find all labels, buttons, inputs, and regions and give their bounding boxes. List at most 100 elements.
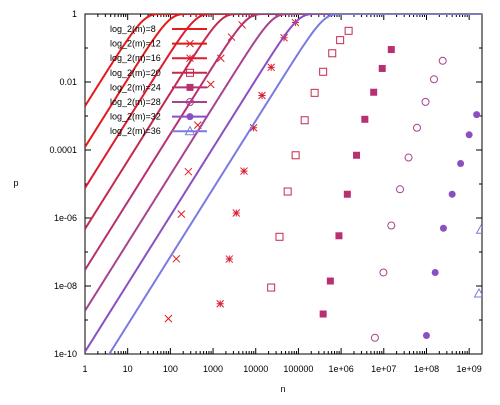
legend-label: log_2(m)=20 (110, 68, 161, 78)
data-point (343, 190, 351, 198)
data-point (457, 160, 465, 168)
x-tick-label: 1e+08 (414, 364, 439, 374)
data-point (232, 209, 241, 217)
series-24 (85, 14, 482, 318)
data-point (184, 167, 193, 176)
series-line (85, 14, 482, 353)
x-tick-label: 1000 (203, 364, 223, 374)
x-tick-label: 1e+07 (371, 364, 396, 374)
series-32 (85, 14, 482, 353)
x-tick-label: 10 (123, 364, 133, 374)
x-tick-label: 1e+09 (457, 364, 482, 374)
data-point (186, 83, 194, 91)
data-point (164, 314, 173, 323)
data-point (378, 64, 386, 72)
data-point (438, 56, 447, 65)
data-point (370, 88, 378, 96)
data-point (336, 36, 345, 45)
legend-label: log_2(m)=16 (110, 53, 161, 63)
legend-label: log_2(m)=28 (110, 97, 161, 107)
legend-label: log_2(m)=36 (110, 126, 161, 136)
series-36 (108, 14, 482, 354)
data-point (258, 91, 266, 100)
data-point (473, 111, 481, 119)
data-point (310, 88, 319, 97)
y-axis-label: p (13, 178, 18, 188)
series-line (85, 14, 482, 271)
data-point (387, 221, 396, 230)
data-point (412, 123, 421, 132)
legend-label: log_2(m)=8 (110, 24, 156, 34)
data-point (404, 153, 413, 162)
data-point (353, 151, 361, 159)
data-point (240, 167, 248, 175)
x-tick-label: 10000 (243, 364, 268, 374)
series-line (85, 14, 482, 148)
data-point (421, 97, 430, 106)
series-line (85, 14, 482, 107)
data-point (422, 332, 430, 340)
data-point (319, 67, 328, 76)
y-tick-label: 0.0001 (49, 145, 77, 155)
y-axis: 1e-10 1e-08 1e-06 0.0001 0.01 1 (49, 9, 482, 359)
data-point (361, 115, 369, 123)
series-line (108, 14, 482, 354)
legend-label: log_2(m)=12 (110, 39, 161, 49)
data-point (326, 277, 334, 285)
data-point (379, 268, 388, 277)
data-point (319, 310, 327, 318)
data-point (439, 224, 447, 232)
series-20 (85, 14, 482, 292)
data-point (300, 116, 309, 125)
y-tick-label: 1e-08 (54, 281, 77, 291)
data-point (249, 123, 258, 132)
series-line (85, 14, 482, 312)
y-tick-label: 0.01 (59, 77, 77, 87)
y-tick-label: 1e-06 (54, 213, 77, 223)
plot-area (84, 13, 483, 355)
data-point (186, 113, 194, 121)
x-tick-label: 100 (163, 364, 178, 374)
data-point (186, 98, 194, 106)
series-28 (85, 14, 482, 342)
data-point (283, 187, 292, 196)
data-point (429, 75, 438, 84)
y-tick-label: 1 (72, 9, 77, 19)
data-point (186, 68, 194, 77)
data-point (291, 151, 300, 160)
data-point (370, 333, 379, 342)
data-point (177, 210, 186, 218)
data-point (475, 224, 482, 234)
data-point (216, 299, 225, 308)
x-tick-label: 100000 (283, 364, 313, 374)
legend-label: log_2(m)=24 (110, 82, 161, 92)
x-axis-label: n (280, 384, 285, 394)
data-point (186, 39, 194, 48)
x-tick-label: 1e+06 (328, 364, 353, 374)
series-layer (85, 14, 482, 354)
data-point (344, 26, 353, 35)
data-point (184, 125, 196, 136)
data-point (206, 80, 215, 89)
data-point (267, 283, 276, 292)
data-point (225, 255, 234, 263)
series-line (85, 14, 482, 230)
data-point (396, 185, 405, 194)
data-point (448, 190, 456, 198)
series-12 (85, 14, 482, 323)
data-point (465, 131, 473, 139)
data-point (267, 63, 276, 72)
data-point (335, 232, 343, 240)
data-point (172, 254, 181, 263)
data-point (387, 46, 395, 54)
y-tick-label: 1e-10 (54, 349, 77, 359)
x-tick-label: 1 (82, 364, 87, 374)
data-point (275, 232, 284, 241)
data-point (431, 268, 439, 276)
legend: log_2(m)=8 log_2(m)=12 log_2(m)=16 log_2(m)… (110, 24, 207, 136)
legend-label: log_2(m)=32 (110, 112, 161, 122)
data-point (473, 288, 482, 298)
data-point (186, 54, 194, 63)
